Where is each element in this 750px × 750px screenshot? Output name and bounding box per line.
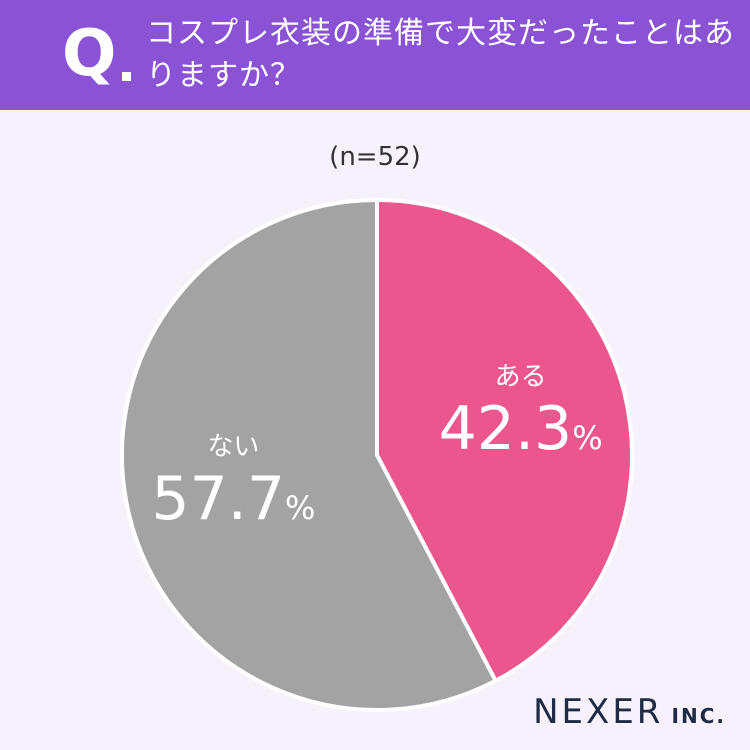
- slice-label-aru: ある 42.3%: [411, 360, 631, 479]
- logo-main: NEXER: [533, 692, 664, 732]
- slice-label-nai: ない 57.7%: [123, 430, 343, 549]
- nexer-logo: NEXER INC.: [533, 692, 726, 732]
- slice-category: ない: [207, 432, 260, 463]
- pie-slice-aru: [375, 197, 634, 684]
- pie-slice-nai: [120, 197, 499, 712]
- slice-value-unit: %: [285, 489, 316, 528]
- question-text: コスプレ衣装の準備で大変だったことはありますか？: [146, 16, 735, 93]
- slice-value: 42.3%: [411, 394, 631, 479]
- sample-size-label: (n=52): [329, 142, 421, 172]
- slice-value-unit: %: [572, 418, 603, 457]
- question-header: Q コスプレ衣装の準備で大変だったことはありますか？: [0, 0, 750, 110]
- slice-value-number: 42.3: [438, 393, 573, 464]
- slice-value-number: 57.7: [151, 464, 285, 535]
- slice-category: ある: [494, 361, 547, 392]
- slice-value: 57.7%: [123, 464, 343, 549]
- q-dot: [122, 72, 131, 81]
- q-mark: Q: [62, 17, 117, 91]
- logo-sub: INC.: [671, 704, 726, 728]
